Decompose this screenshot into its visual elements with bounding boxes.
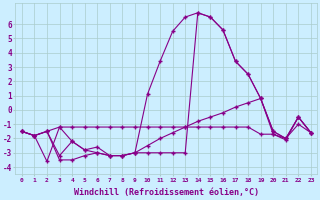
X-axis label: Windchill (Refroidissement éolien,°C): Windchill (Refroidissement éolien,°C)	[74, 188, 259, 197]
